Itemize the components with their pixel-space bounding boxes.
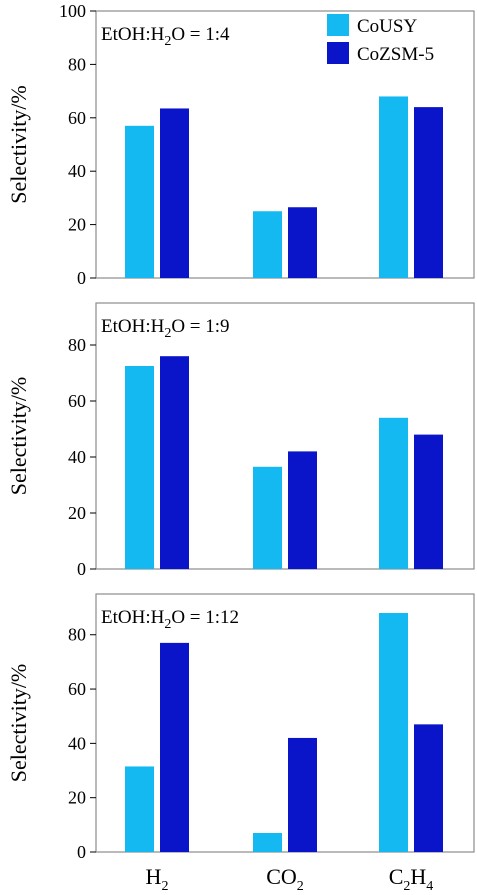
x-category-label: H2 [146,864,169,894]
y-tick-label: 60 [68,108,86,128]
y-tick-label: 0 [77,268,86,288]
legend-label-cozsm-5: CoZSM-5 [357,44,434,65]
bar-cozsm-5-c2h4 [414,724,443,852]
y-tick-label: 100 [59,1,86,21]
x-category-label: C2H4 [389,864,434,894]
y-tick-label: 20 [68,215,86,235]
panel-ratio-1-4: 0 20 40 60 80 100 Selectivity/% EtOH:H2O = 1:4 [6,1,475,288]
bar-cousy-co2 [253,211,282,278]
bar-cozsm-5-c2h4 [414,107,443,279]
y-axis-label: Selectivity/% [6,85,31,204]
bar-cozsm-5-h2 [160,356,189,569]
legend: CoUSY CoZSM-5 [327,14,434,65]
y-tick-label: 40 [68,447,86,467]
bar-cozsm-5-co2 [288,737,317,852]
legend-swatch-cousy [327,14,349,36]
bar-cousy-c2h4 [379,613,408,852]
y-tick-label: 20 [68,503,86,523]
panel-ratio-1-9: 0 20 40 60 80 Selectivity/% EtOH:H2O = 1:9 [6,302,475,579]
bar-cozsm-5-h2 [160,642,189,852]
bar-cozsm-5-co2 [288,207,317,278]
y-tick-label: 60 [68,679,86,699]
bar-cozsm-5-c2h4 [414,434,443,569]
bar-cousy-h2 [125,766,154,852]
y-tick-label: 80 [68,335,86,355]
bar-cousy-h2 [125,125,154,278]
ratio-annotation: EtOH:H2O = 1:4 [101,24,230,49]
bar-cousy-c2h4 [379,417,408,569]
y-tick-label: 0 [77,842,86,862]
x-category-label: CO2 [266,864,304,894]
x-category-labels: H2 CO2 C2H4 [146,864,434,894]
y-tick-label: 60 [68,391,86,411]
y-tick-label: 80 [68,625,86,645]
legend-swatch-cozsm-5 [327,42,349,64]
y-axis-label: Selectivity/% [6,377,31,496]
bar-cousy-co2 [253,832,282,852]
plot-frame [95,593,475,853]
bar-cousy-c2h4 [379,96,408,278]
panel-ratio-1-12: 0 20 40 60 80 Selectivity/% EtOH:H2O = 1:12 [6,593,475,862]
ratio-annotation: EtOH:H2O = 1:9 [101,316,230,341]
y-tick-label: 80 [68,54,86,74]
plot-frame [95,10,475,279]
y-tick-label: 40 [68,161,86,181]
y-tick-label: 20 [68,788,86,808]
ratio-annotation: EtOH:H2O = 1:12 [101,607,239,632]
y-tick-label: 0 [77,559,86,579]
y-axis-label: Selectivity/% [6,664,31,783]
legend-label-cousy: CoUSY [357,16,417,37]
bar-cozsm-5-h2 [160,108,189,278]
plot-frame [95,302,475,570]
bar-cousy-co2 [253,466,282,569]
bar-cousy-h2 [125,366,154,569]
y-tick-label: 40 [68,733,86,753]
bar-cozsm-5-co2 [288,451,317,569]
